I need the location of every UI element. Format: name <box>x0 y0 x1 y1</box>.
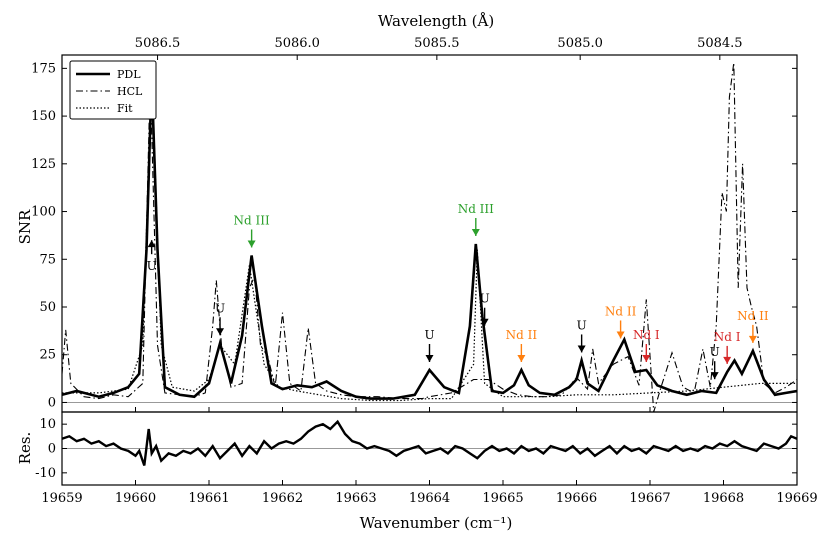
y-axis-title: SNR <box>16 209 34 244</box>
y-tick-label: 175 <box>31 61 56 76</box>
x-tick-label: 19664 <box>409 491 450 506</box>
residual-tick-label: 0 <box>48 442 56 457</box>
x-tick-label: 19661 <box>188 491 229 506</box>
residual-axis-title: Res. <box>16 432 34 465</box>
annotation-arrow-head <box>247 240 256 248</box>
annotation-label: Nd I <box>714 330 741 344</box>
annotation-arrow-head <box>480 318 489 326</box>
annotation-arrow-head <box>577 345 586 353</box>
annotation-label: Nd I <box>633 328 660 342</box>
residual-tick-label: 10 <box>39 417 56 432</box>
x-tick-label: 19662 <box>262 491 303 506</box>
y-tick-label: 100 <box>31 205 56 220</box>
legend-label-pdl: PDL <box>117 68 141 81</box>
legend-box <box>69 60 157 120</box>
y-tick-label: 50 <box>39 300 56 315</box>
y-tick-label: 125 <box>31 157 56 172</box>
annotation-arrow-head <box>147 240 156 248</box>
series-line-pdl <box>62 77 797 400</box>
annotation-arrow-head <box>642 355 651 362</box>
top-axis-title: Wavelength (Å) <box>378 12 494 30</box>
annotation-label: U <box>480 292 490 306</box>
top-tick-label: 5085.0 <box>557 36 603 51</box>
top-tick-label: 5085.5 <box>414 36 460 51</box>
x-tick-label: 19665 <box>482 491 523 506</box>
series-line-hcl <box>62 62 797 412</box>
annotation-arrow-head <box>616 331 625 339</box>
annotation-label: U <box>577 318 587 332</box>
residual-line <box>62 419 797 466</box>
annotation-arrow-head <box>425 355 434 362</box>
x-tick-label: 19666 <box>556 491 597 506</box>
annotation-arrow-head <box>710 372 719 380</box>
y-tick-label: 150 <box>31 109 56 124</box>
legend-label-fit: Fit <box>117 102 133 115</box>
y-tick-label: 0 <box>48 395 56 410</box>
annotation-label: U <box>215 301 225 315</box>
annotation-arrow-head <box>471 229 480 236</box>
x-tick-label: 19667 <box>629 491 670 506</box>
top-tick-label: 5086.0 <box>274 36 320 51</box>
annotation-label: Nd II <box>605 304 637 318</box>
series-line-fit <box>62 66 797 402</box>
x-axis-title: Wavenumber (cm⁻¹) <box>360 514 513 532</box>
top-tick-label: 5086.5 <box>135 36 181 51</box>
annotation-label: U <box>710 345 720 359</box>
x-tick-label: 19663 <box>335 491 376 506</box>
x-tick-label: 19660 <box>115 491 156 506</box>
annotation-arrow-head <box>517 355 526 362</box>
residual-tick-label: -10 <box>35 466 56 481</box>
y-tick-label: 25 <box>39 348 56 363</box>
x-tick-label: 19669 <box>776 491 817 506</box>
annotation-label: Nd III <box>234 213 270 227</box>
y-tick-label: 75 <box>39 252 56 267</box>
annotation-label: Nd II <box>737 309 769 323</box>
annotation-arrow-head <box>723 356 732 364</box>
annotation-arrow-head <box>748 335 757 343</box>
annotation-arrow-head <box>216 328 225 336</box>
top-tick-label: 5084.5 <box>697 36 743 51</box>
legend-label-hcl: HCL <box>117 85 143 98</box>
x-tick-label: 19668 <box>703 491 744 506</box>
annotation-label: U <box>147 259 157 273</box>
x-tick-label: 19659 <box>41 491 82 506</box>
annotation-label: Nd III <box>458 202 494 216</box>
annotation-label: U <box>424 328 434 342</box>
annotation-label: Nd II <box>506 328 538 342</box>
